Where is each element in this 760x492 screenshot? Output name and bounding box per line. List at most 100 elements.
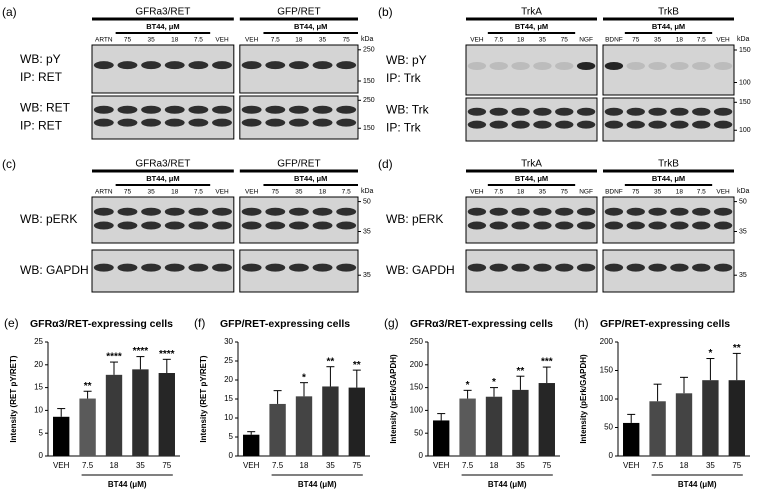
blot-band xyxy=(93,263,114,272)
blot-band xyxy=(141,61,162,70)
blot-band xyxy=(336,207,357,216)
treatment-label: BT44, μM xyxy=(146,174,179,183)
panel-label: (a) xyxy=(2,5,17,19)
bar xyxy=(105,374,123,456)
x-tick-label: 18 xyxy=(110,461,119,470)
row-label: IP: Trk xyxy=(386,71,422,85)
lane-label: BDNF xyxy=(605,189,623,196)
blot-band xyxy=(288,61,309,70)
row-label: WB: GAPDH xyxy=(20,263,89,277)
blot-band xyxy=(713,120,733,129)
lane-label: 7.5 xyxy=(494,189,503,196)
group-name: GFRa3/RET xyxy=(135,7,190,18)
group-name: TrkB xyxy=(658,159,679,170)
blot-band xyxy=(626,207,645,216)
blot-band xyxy=(489,221,508,230)
blot-membrane xyxy=(91,249,235,293)
lane-label: 7.5 xyxy=(342,189,351,196)
blot-band xyxy=(692,207,711,216)
blot-band xyxy=(604,221,624,230)
blot-band xyxy=(489,107,508,116)
lane-label: 35 xyxy=(539,37,547,44)
blot-band xyxy=(713,62,733,70)
blot-band xyxy=(626,221,645,230)
y-tick-label: 0 xyxy=(39,451,44,460)
x-tick-label: 7.5 xyxy=(462,461,474,470)
y-axis-label: Intensity (RET pY/RET) xyxy=(9,355,18,442)
panel-label: (g) xyxy=(384,316,399,330)
bar xyxy=(322,386,339,456)
lane-label: VEH xyxy=(245,189,259,196)
blot-band xyxy=(241,118,262,127)
row-label: WB: pY xyxy=(386,53,427,67)
kda-marker: 35 xyxy=(363,272,371,279)
significance-label: ** xyxy=(84,381,92,392)
blot-band xyxy=(648,120,667,129)
group-name: GFP/RET xyxy=(277,7,320,18)
lane-label: 35 xyxy=(319,37,327,44)
x-tick-label: 35 xyxy=(516,461,525,470)
kda-marker: 100 xyxy=(739,127,751,134)
blot-band xyxy=(241,105,262,114)
lane-label: 18 xyxy=(171,189,179,196)
blot-band xyxy=(141,207,162,216)
lane-label: 75 xyxy=(124,37,132,44)
kda-marker: 35 xyxy=(739,272,747,279)
blot-band xyxy=(265,61,286,70)
treatment-label: BT44, μM xyxy=(294,22,327,31)
blot-band xyxy=(336,118,357,127)
blot-band xyxy=(576,263,596,272)
y-tick-label: 100 xyxy=(600,394,614,403)
lane-label: 7.5 xyxy=(194,37,203,44)
row-label: IP: RET xyxy=(20,70,63,84)
bar xyxy=(649,401,666,456)
blot-band xyxy=(670,221,689,230)
blot-band xyxy=(576,62,596,70)
blot-band xyxy=(533,120,552,129)
y-tick-label: 25 xyxy=(224,356,233,365)
y-tick-label: 150 xyxy=(410,383,424,392)
x-tick-label: VEH xyxy=(53,461,70,470)
blot-band xyxy=(604,62,624,70)
blot-band xyxy=(533,207,552,216)
blot-band xyxy=(533,221,552,230)
y-tick-label: 0 xyxy=(229,451,234,460)
blot-band xyxy=(141,221,162,230)
blot-band xyxy=(312,263,333,272)
lane-label: 35 xyxy=(147,189,155,196)
bar xyxy=(623,422,640,456)
x-tick-label: 18 xyxy=(300,461,309,470)
blot-band xyxy=(670,107,689,116)
blot-band xyxy=(555,62,574,70)
blot-band xyxy=(312,207,333,216)
blot-band xyxy=(288,263,309,272)
blot-band xyxy=(604,263,624,272)
blot-band xyxy=(511,221,530,230)
blot-band xyxy=(288,118,309,127)
significance-label: * xyxy=(708,348,712,359)
x-tick-label: 7.5 xyxy=(82,461,94,470)
blot-band xyxy=(212,221,232,230)
blot-band xyxy=(604,207,624,216)
blot-band xyxy=(312,105,333,114)
blot-band xyxy=(555,107,574,116)
blot-band xyxy=(648,263,667,272)
bar xyxy=(485,396,503,456)
panel-label: (h) xyxy=(574,316,589,330)
kda-marker: 150 xyxy=(363,125,375,132)
blot-band xyxy=(117,105,138,114)
blot-band xyxy=(312,221,333,230)
blot-band xyxy=(188,221,209,230)
x-axis-label: BT44 (μM) xyxy=(488,480,527,489)
blot-membrane xyxy=(602,196,735,244)
blot-band xyxy=(93,207,114,216)
blot-band xyxy=(713,207,733,216)
kda-marker: 50 xyxy=(363,198,371,205)
blot-band xyxy=(312,61,333,70)
chart-title: GFP/RET-expressing cells xyxy=(600,318,730,330)
blot-band xyxy=(692,62,711,70)
treatment-label: BT44, μM xyxy=(652,174,685,183)
kda-marker: 250 xyxy=(363,97,375,104)
lane-label: VEH xyxy=(716,37,730,44)
blot-band xyxy=(288,221,309,230)
